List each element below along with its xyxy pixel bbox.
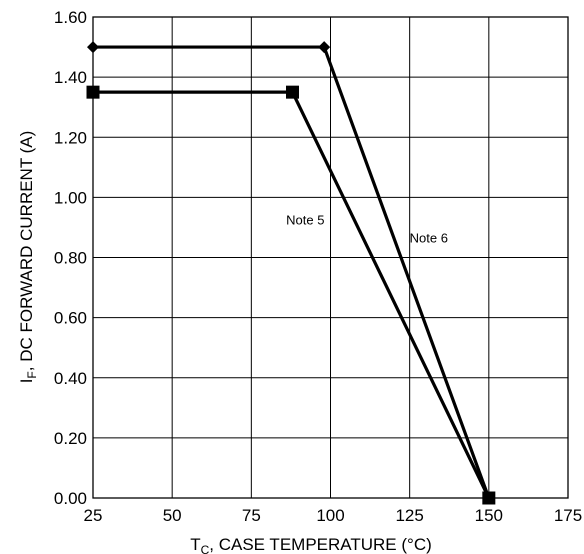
y-axis-title-main: I [17, 379, 36, 384]
y-axis-title-sub: F [25, 371, 39, 378]
x-tick-label: 100 [316, 506, 344, 525]
x-axis-title-sub: C [201, 543, 210, 554]
y-tick-label: 1.40 [54, 68, 87, 87]
x-tick-label: 25 [84, 506, 103, 525]
y-tick-label: 0.40 [54, 369, 87, 388]
grid-lines [92, 16, 569, 499]
x-axis-title-main: T [190, 535, 200, 554]
diamond-marker [318, 41, 331, 54]
square-marker [286, 85, 299, 99]
y-tick-label: 1.00 [54, 188, 87, 207]
x-tick-label: 175 [554, 506, 582, 525]
x-tick-label: 125 [395, 506, 423, 525]
x-axis-title-rest: , CASE TEMPERATURE (°C) [209, 535, 431, 554]
x-axis-ticks: 25 50 75 100 125 150 175 [84, 506, 583, 525]
y-tick-label: 0.60 [54, 309, 87, 328]
y-tick-label: 0.80 [54, 249, 87, 268]
annotation-note: Note 5 [286, 212, 324, 227]
y-axis-title: IF, DC FORWARD CURRENT (A) [17, 131, 39, 384]
plot-series [86, 41, 496, 505]
plot-frame [92, 16, 569, 499]
y-tick-label: 0.00 [54, 489, 87, 508]
annotations: Note 5 Note 6 [286, 212, 448, 245]
y-axis-ticks: 0.00 0.20 0.40 0.60 0.80 1.00 1.20 1.40 1.60 [54, 8, 87, 508]
x-tick-label: 75 [242, 506, 261, 525]
series-line-1 [93, 45, 491, 499]
x-tick-label: 50 [163, 506, 182, 525]
series-line-2 [93, 90, 491, 499]
annotation-note: Note 6 [410, 230, 448, 245]
x-axis-title: TC, CASE TEMPERATURE (°C) [190, 535, 432, 554]
y-tick-label: 0.20 [54, 429, 87, 448]
y-axis-title-rest: , DC FORWARD CURRENT (A) [17, 131, 36, 372]
x-tick-label: 150 [475, 506, 503, 525]
y-tick-label: 1.60 [54, 8, 87, 27]
y-tick-label: 1.20 [54, 128, 87, 147]
